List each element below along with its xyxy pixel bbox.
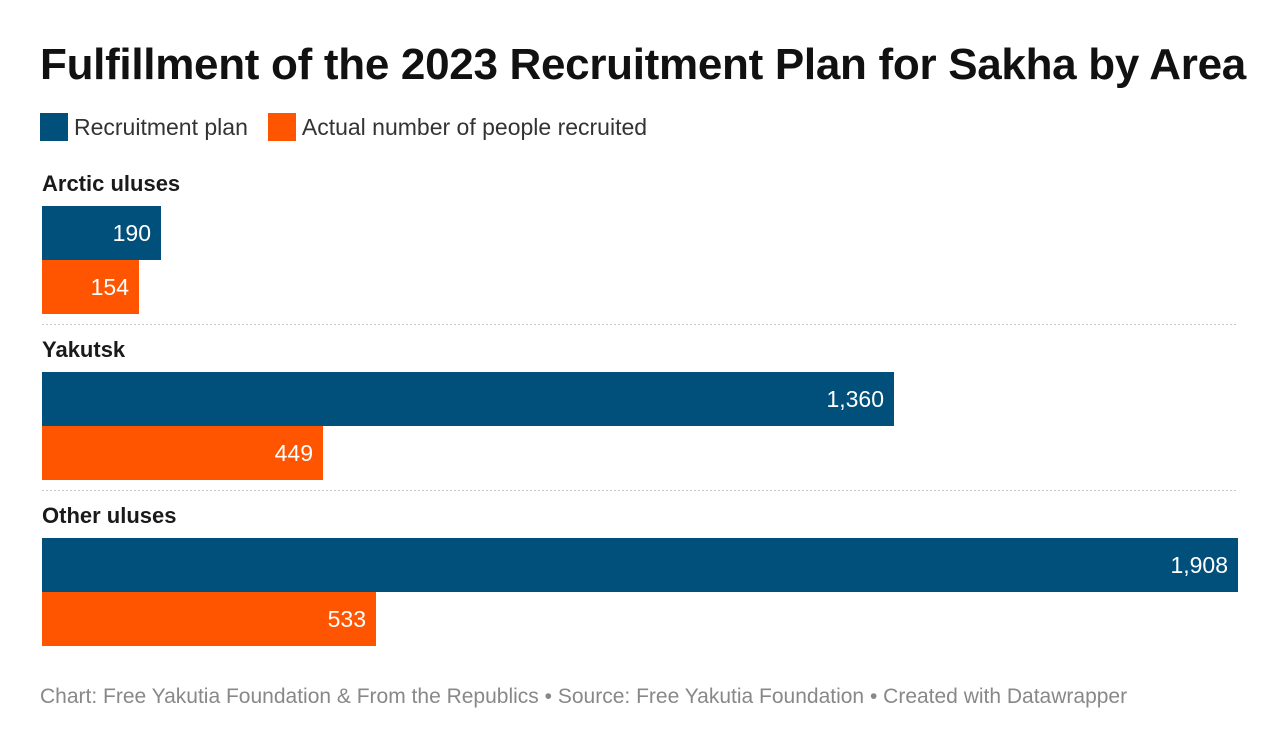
legend: Recruitment plan Actual number of people… bbox=[40, 112, 667, 142]
value-label-actual-arctic-uluses: 154 bbox=[91, 274, 130, 300]
category-label-other-uluses: Other uluses bbox=[42, 503, 176, 528]
footer-separator-1: • bbox=[544, 685, 553, 708]
legend-swatch-actual-recruited bbox=[267, 113, 296, 141]
bar-actual-other-uluses bbox=[42, 592, 376, 646]
bar-actual-arctic-uluses bbox=[42, 260, 139, 314]
bar-plan-other-uluses bbox=[42, 538, 1238, 592]
value-label-actual-other-uluses: 533 bbox=[328, 606, 366, 632]
category-label-yakutsk: Yakutsk bbox=[42, 337, 126, 362]
value-label-actual-yakutsk: 449 bbox=[275, 440, 313, 466]
footer-separator-2: • bbox=[869, 685, 878, 708]
legend-item-actual-recruited: Actual number of people recruited bbox=[267, 113, 648, 141]
bar-actual-yakutsk bbox=[42, 426, 323, 480]
value-label-plan-other-uluses: 1,908 bbox=[1170, 552, 1228, 578]
chart-title: Fulfillment of the 2023 Recruitment Plan… bbox=[40, 40, 1246, 89]
value-label-plan-arctic-uluses: 190 bbox=[113, 220, 151, 246]
legend-label-actual-recruited: Actual number of people recruited bbox=[301, 113, 648, 140]
bar-plan-arctic-uluses bbox=[42, 206, 161, 260]
legend-label-recruitment-plan: Recruitment plan bbox=[74, 113, 248, 140]
chart-footer: Chart: Free Yakutia Foundation & From th… bbox=[40, 685, 1127, 709]
bar-plan-yakutsk bbox=[42, 372, 894, 426]
footer-credit: Chart: Free Yakutia Foundation & From th… bbox=[40, 685, 539, 708]
footer-created-with: Created with Datawrapper bbox=[883, 685, 1128, 708]
legend-swatch-recruitment-plan bbox=[40, 113, 68, 141]
legend-item-recruitment-plan: Recruitment plan bbox=[40, 113, 248, 141]
footer-source: Source: Free Yakutia Foundation bbox=[557, 685, 865, 708]
category-label-arctic-uluses: Arctic uluses bbox=[42, 171, 180, 196]
value-label-plan-yakutsk: 1,360 bbox=[826, 386, 884, 412]
